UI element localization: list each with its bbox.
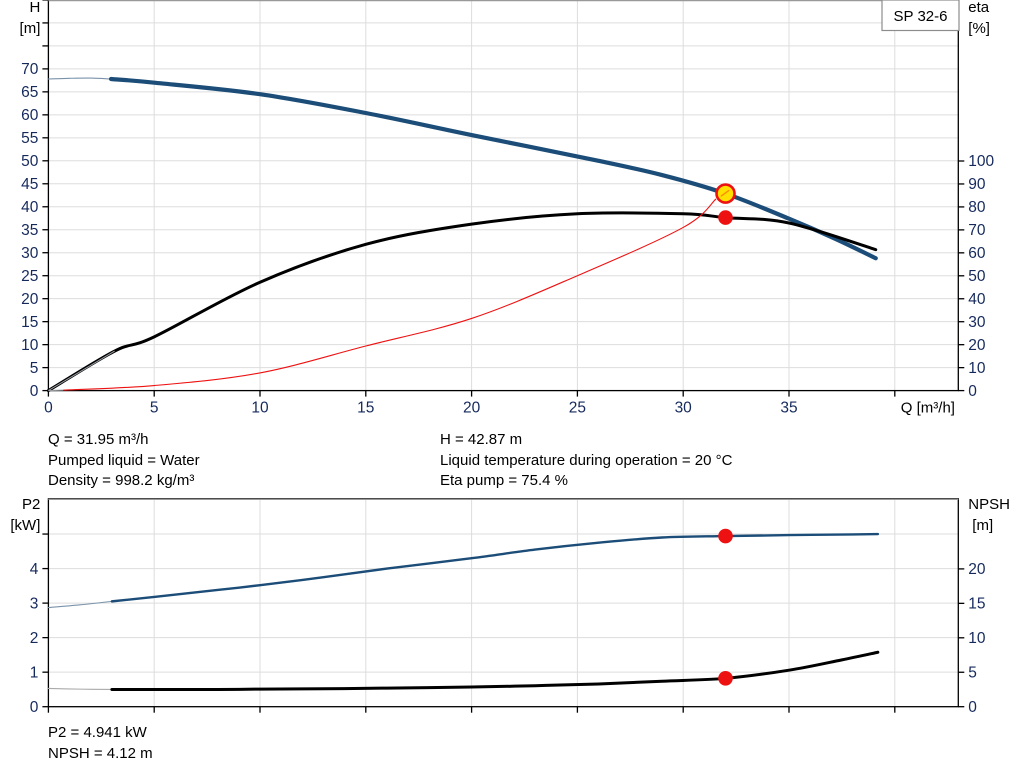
svg-text:0: 0 — [968, 699, 977, 716]
svg-text:65: 65 — [21, 84, 38, 101]
svg-text:70: 70 — [968, 222, 986, 239]
svg-text:60: 60 — [21, 107, 39, 124]
svg-text:80: 80 — [968, 199, 986, 216]
svg-text:4: 4 — [30, 561, 39, 578]
svg-text:45: 45 — [21, 176, 38, 193]
svg-text:55: 55 — [21, 130, 38, 147]
svg-text:Q [m³/h]: Q [m³/h] — [901, 400, 955, 417]
svg-text:25: 25 — [21, 268, 38, 285]
svg-text:0: 0 — [44, 400, 53, 417]
svg-text:15: 15 — [968, 596, 985, 613]
svg-text:2: 2 — [30, 630, 39, 647]
svg-text:5: 5 — [150, 400, 159, 417]
svg-text:15: 15 — [21, 314, 38, 331]
svg-text:35: 35 — [21, 222, 38, 239]
svg-text:60: 60 — [968, 245, 986, 262]
svg-text:10: 10 — [21, 337, 39, 354]
svg-text:90: 90 — [968, 176, 986, 193]
svg-text:70: 70 — [21, 61, 39, 78]
svg-text:100: 100 — [968, 153, 994, 170]
svg-text:1: 1 — [30, 664, 39, 681]
svg-text:[m]: [m] — [972, 517, 993, 534]
svg-text:35: 35 — [780, 400, 797, 417]
svg-text:5: 5 — [30, 360, 39, 377]
svg-text:eta: eta — [968, 0, 990, 16]
svg-text:P2: P2 — [22, 496, 40, 513]
svg-text:10: 10 — [968, 360, 986, 377]
svg-text:H: H — [30, 0, 41, 16]
svg-text:3: 3 — [30, 595, 39, 612]
svg-text:40: 40 — [21, 199, 39, 216]
svg-text:40: 40 — [968, 291, 986, 308]
svg-text:30: 30 — [21, 245, 39, 262]
svg-text:0: 0 — [968, 383, 977, 400]
svg-text:25: 25 — [569, 400, 586, 417]
svg-text:0: 0 — [30, 699, 39, 716]
svg-text:10: 10 — [251, 400, 269, 417]
svg-text:[%]: [%] — [968, 20, 990, 37]
svg-text:5: 5 — [968, 664, 977, 681]
svg-text:50: 50 — [21, 153, 39, 170]
svg-text:[kW]: [kW] — [10, 517, 40, 534]
svg-text:[m]: [m] — [20, 20, 41, 37]
svg-text:20: 20 — [968, 337, 986, 354]
svg-text:SP 32-6: SP 32-6 — [894, 8, 948, 25]
svg-text:15: 15 — [357, 400, 374, 417]
svg-text:30: 30 — [675, 400, 693, 417]
svg-text:20: 20 — [463, 400, 481, 417]
svg-text:20: 20 — [968, 561, 986, 578]
svg-text:20: 20 — [21, 291, 39, 308]
svg-text:30: 30 — [968, 314, 986, 331]
svg-text:0: 0 — [30, 383, 39, 400]
svg-text:NPSH: NPSH — [968, 496, 1010, 513]
svg-text:50: 50 — [968, 268, 986, 285]
svg-text:10: 10 — [968, 630, 986, 647]
